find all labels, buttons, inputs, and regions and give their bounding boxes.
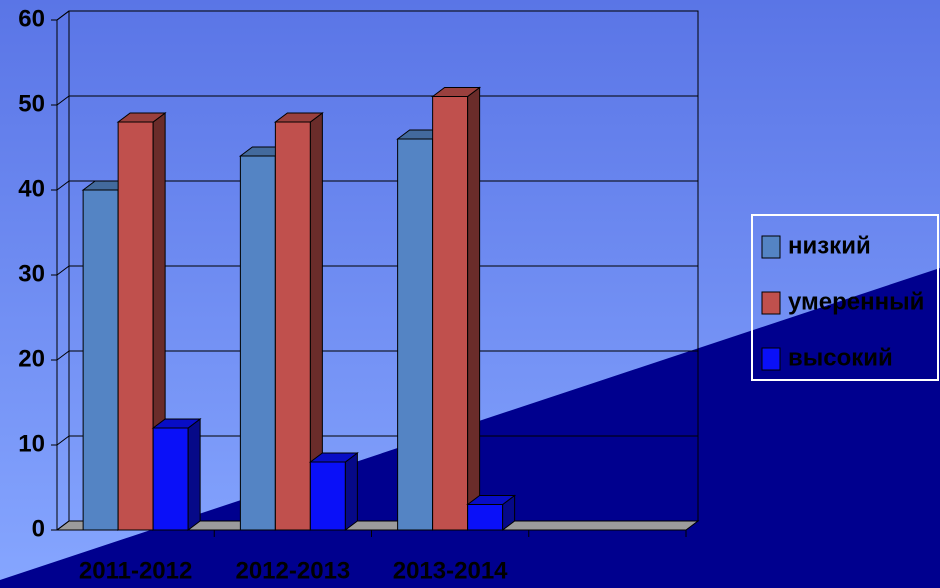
legend-swatch [762,236,780,258]
legend-swatch [762,292,780,314]
bar-front [310,462,345,530]
x-tick-label: 2013-2014 [393,557,508,584]
bar-side [345,453,357,530]
y-tick-label: 50 [18,90,45,117]
bar-front [240,156,275,530]
x-tick-label: 2011-2012 [79,557,192,584]
bar-side [188,419,200,530]
y-tick-label: 40 [18,175,45,202]
legend-label: высокий [788,344,893,371]
chart: 0 10 20 30 40 50 60 2011-2012 2012-2013 2013-2014… [0,0,940,588]
bar-front [275,122,310,530]
bar-front [153,428,188,530]
bar [433,88,480,531]
legend-swatch [762,348,780,370]
legend-label: низкий [788,232,871,259]
y-tick-label: 0 [32,515,45,542]
bar [310,453,357,530]
bar [468,496,515,531]
y-tick-label: 60 [18,5,45,32]
bar-front [118,122,153,530]
legend-label: умеренный [788,288,924,315]
bar-front [433,97,468,531]
bar-side [468,88,480,531]
bar-front [83,190,118,530]
y-tick-label: 10 [18,430,45,457]
bar [153,419,200,530]
bar-front [468,505,503,531]
y-tick-label: 20 [18,345,45,372]
x-tick-label: 2012-2013 [235,557,350,584]
bar-front [398,139,433,530]
y-tick-label: 30 [18,260,45,287]
